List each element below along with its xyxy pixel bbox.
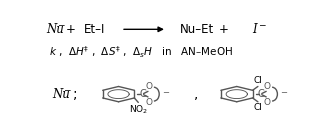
Text: O: O xyxy=(145,82,152,91)
Text: −: − xyxy=(162,89,169,98)
Text: O: O xyxy=(145,98,152,107)
Text: −: − xyxy=(63,85,71,94)
Text: −: − xyxy=(258,20,266,29)
Text: ,: , xyxy=(194,87,198,101)
Text: −: − xyxy=(57,20,64,29)
Text: +: + xyxy=(65,23,75,36)
Text: +: + xyxy=(219,23,229,36)
Text: I: I xyxy=(252,23,256,36)
Text: Nu: Nu xyxy=(52,88,70,101)
Text: Cl: Cl xyxy=(254,76,262,85)
Text: C: C xyxy=(139,89,146,99)
Text: Et–I: Et–I xyxy=(84,23,105,36)
Text: NO$_2$: NO$_2$ xyxy=(129,104,148,116)
Text: C: C xyxy=(257,89,264,99)
Text: $k$ ,  $\Delta H^{\ddagger}$ ,  $\Delta S^{\ddagger}$ ,  $\Delta_s H$   in   AN–: $k$ , $\Delta H^{\ddagger}$ , $\Delta S^… xyxy=(49,45,233,60)
Text: ;: ; xyxy=(73,87,78,101)
Text: Cl: Cl xyxy=(254,103,262,112)
Text: Nu–Et: Nu–Et xyxy=(179,23,214,36)
Text: O: O xyxy=(263,82,270,91)
Text: Nu: Nu xyxy=(46,23,64,36)
Text: −: − xyxy=(280,89,287,98)
Text: O: O xyxy=(263,98,270,107)
